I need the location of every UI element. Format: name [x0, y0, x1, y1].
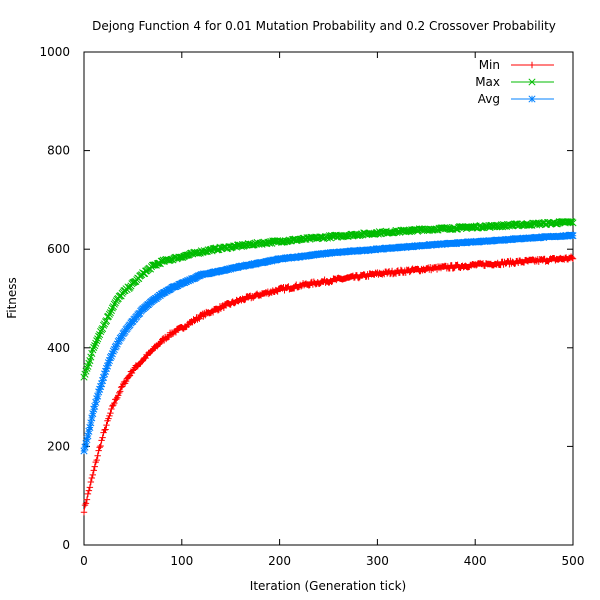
- legend-label-max: Max: [475, 75, 500, 89]
- y-tick-label: 600: [47, 242, 70, 256]
- x-axis: 0 100 200 300 400 500: [80, 52, 584, 568]
- x-tick-label: 100: [170, 554, 193, 568]
- legend-marker-max: [528, 78, 536, 86]
- plot-frame: [83, 51, 574, 546]
- series-avg: [80, 231, 577, 455]
- x-tick-label: 200: [268, 554, 291, 568]
- y-tick-label: 1000: [39, 45, 70, 59]
- x-axis-label: Iteration (Generation tick): [250, 579, 406, 593]
- legend-label-avg: Avg: [478, 92, 500, 106]
- y-tick-label: 0: [62, 538, 70, 552]
- y-axis: 0 200 400 600 800 1000: [39, 45, 573, 552]
- series-markers-avg: [80, 231, 577, 455]
- series-layer: [80, 218, 577, 516]
- chart-title: Dejong Function 4 for 0.01 Mutation Prob…: [92, 19, 556, 33]
- legend: Min Max Avg: [475, 58, 554, 106]
- x-tick-label: 400: [464, 554, 487, 568]
- series-markers-max: [80, 218, 577, 381]
- legend-marker-avg: [528, 95, 536, 103]
- x-tick-label: 0: [80, 554, 88, 568]
- series-markers-min: [80, 253, 577, 516]
- series-min: [80, 253, 577, 516]
- series-max: [80, 218, 577, 381]
- legend-marker-min: [528, 61, 536, 69]
- legend-label-min: Min: [479, 58, 500, 72]
- y-tick-label: 800: [47, 144, 70, 158]
- x-tick-label: 300: [366, 554, 389, 568]
- x-tick-label: 500: [562, 554, 585, 568]
- y-axis-label: Fitness: [5, 277, 19, 319]
- y-tick-label: 200: [47, 439, 70, 453]
- y-tick-label: 400: [47, 341, 70, 355]
